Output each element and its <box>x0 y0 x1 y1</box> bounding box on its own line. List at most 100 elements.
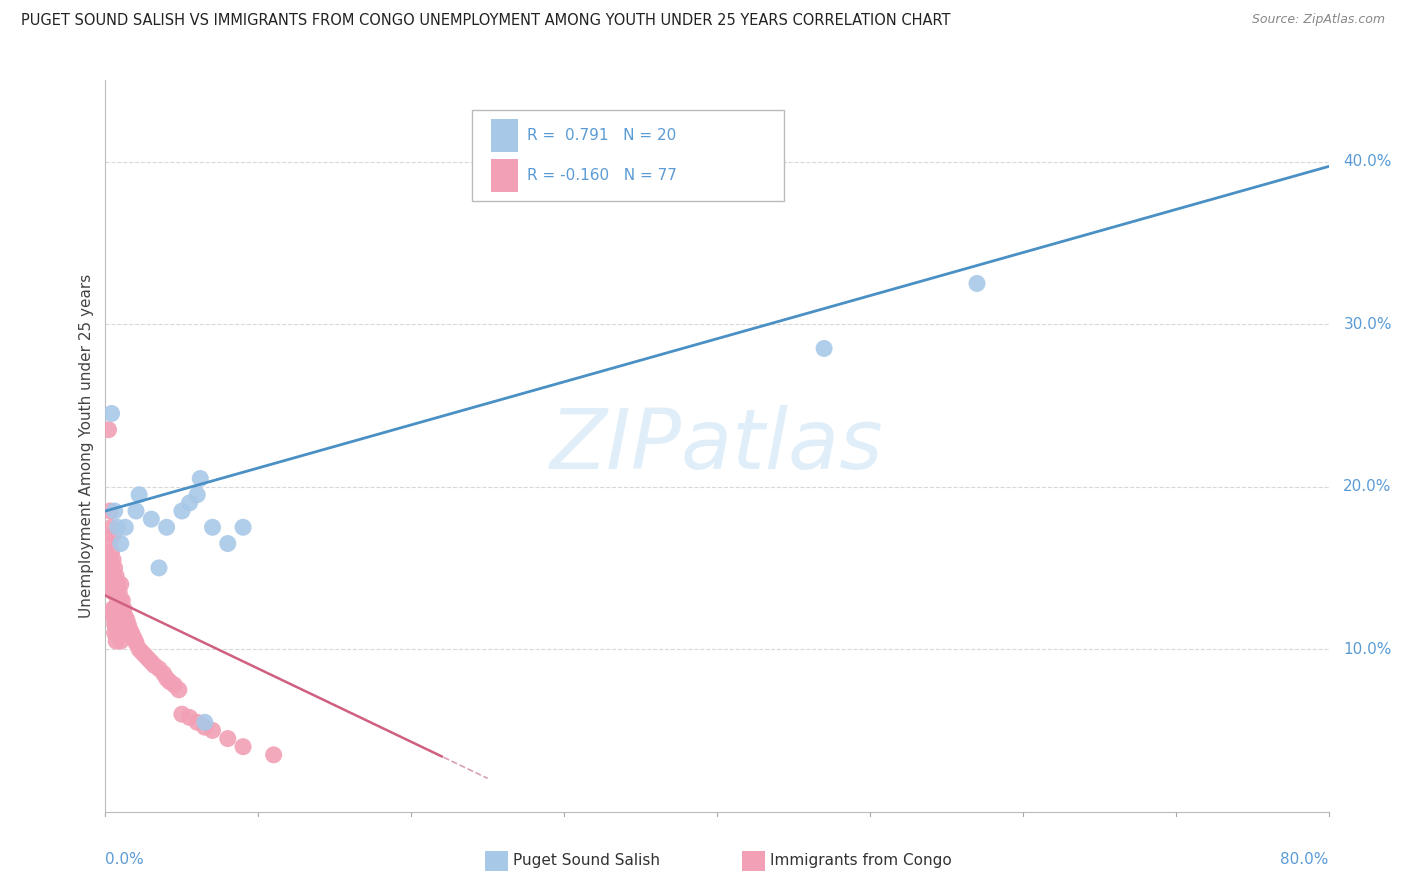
Text: R = -0.160   N = 77: R = -0.160 N = 77 <box>527 168 678 183</box>
Text: 0.0%: 0.0% <box>105 852 145 867</box>
Point <box>110 536 132 550</box>
Point <box>110 609 132 624</box>
Text: PUGET SOUND SALISH VS IMMIGRANTS FROM CONGO UNEMPLOYMENT AMONG YOUTH UNDER 25 YE: PUGET SOUND SALISH VS IMMIGRANTS FROM CO… <box>21 13 950 29</box>
Point <box>107 520 129 534</box>
Point <box>122 629 145 643</box>
Point <box>110 577 132 591</box>
Point <box>98 553 121 567</box>
Text: R =  0.791   N = 20: R = 0.791 N = 20 <box>527 128 676 143</box>
Point <box>143 658 166 673</box>
Point <box>232 520 254 534</box>
Point <box>141 512 163 526</box>
Point <box>100 569 122 583</box>
Point <box>107 626 129 640</box>
Point <box>101 609 124 624</box>
Text: Puget Sound Salish: Puget Sound Salish <box>513 854 661 868</box>
Point <box>101 569 124 583</box>
Point <box>104 609 127 624</box>
Point <box>101 528 124 542</box>
Point <box>108 617 131 632</box>
Point <box>186 715 208 730</box>
Point <box>101 585 124 599</box>
Point <box>813 342 835 356</box>
Point <box>124 632 146 647</box>
Point <box>125 635 148 649</box>
Point <box>100 520 122 534</box>
Point <box>134 648 156 663</box>
Point <box>152 666 174 681</box>
Point <box>217 536 239 550</box>
Point <box>110 634 132 648</box>
Point <box>108 601 131 615</box>
Point <box>263 747 285 762</box>
Point <box>966 277 988 291</box>
Point <box>194 715 217 730</box>
Point <box>107 577 129 591</box>
Point <box>155 520 177 534</box>
Point <box>170 504 193 518</box>
Point <box>108 626 131 640</box>
Point <box>104 617 127 632</box>
Point <box>112 626 135 640</box>
Point <box>110 617 132 632</box>
Point <box>167 682 190 697</box>
Point <box>111 593 134 607</box>
Point <box>194 720 217 734</box>
Point <box>179 496 201 510</box>
Point <box>104 601 127 615</box>
Point <box>186 488 208 502</box>
Point <box>114 520 136 534</box>
Point <box>107 609 129 624</box>
Point <box>128 642 150 657</box>
Point <box>159 674 181 689</box>
Point <box>201 723 224 738</box>
Point <box>104 626 127 640</box>
Point <box>104 561 127 575</box>
Point <box>107 593 129 607</box>
Point <box>104 585 127 599</box>
Point <box>201 520 224 534</box>
Point <box>217 731 239 746</box>
Text: 40.0%: 40.0% <box>1343 154 1392 169</box>
Point <box>107 617 129 632</box>
Point <box>105 601 128 615</box>
Text: 80.0%: 80.0% <box>1281 852 1329 867</box>
FancyBboxPatch shape <box>472 110 785 201</box>
Point <box>108 585 131 599</box>
Point <box>100 561 122 575</box>
Point <box>179 710 201 724</box>
Point <box>114 623 136 637</box>
Point <box>188 471 211 485</box>
Point <box>110 593 132 607</box>
Point <box>105 585 128 599</box>
Point <box>148 662 170 676</box>
FancyBboxPatch shape <box>491 159 517 192</box>
Y-axis label: Unemployment Among Youth under 25 years: Unemployment Among Youth under 25 years <box>79 274 94 618</box>
Point <box>118 623 141 637</box>
Point <box>101 577 124 591</box>
Point <box>112 601 135 615</box>
Point <box>98 536 121 550</box>
Point <box>97 423 120 437</box>
Point <box>105 617 128 632</box>
Point <box>136 652 159 666</box>
Point <box>141 655 163 669</box>
Text: 10.0%: 10.0% <box>1343 641 1392 657</box>
Point <box>131 645 153 659</box>
Point <box>100 407 122 421</box>
Text: ZIPatlas: ZIPatlas <box>550 406 884 486</box>
Point <box>105 634 128 648</box>
Text: 20.0%: 20.0% <box>1343 479 1392 494</box>
Point <box>100 544 122 558</box>
Point <box>128 488 150 502</box>
Point <box>112 613 135 627</box>
Point <box>98 504 121 518</box>
Point <box>105 569 128 583</box>
Point <box>148 561 170 575</box>
Point <box>111 617 134 632</box>
Point <box>104 577 127 591</box>
Point <box>155 672 177 686</box>
Text: Source: ZipAtlas.com: Source: ZipAtlas.com <box>1251 13 1385 27</box>
Text: Immigrants from Congo: Immigrants from Congo <box>770 854 952 868</box>
Point <box>110 626 132 640</box>
